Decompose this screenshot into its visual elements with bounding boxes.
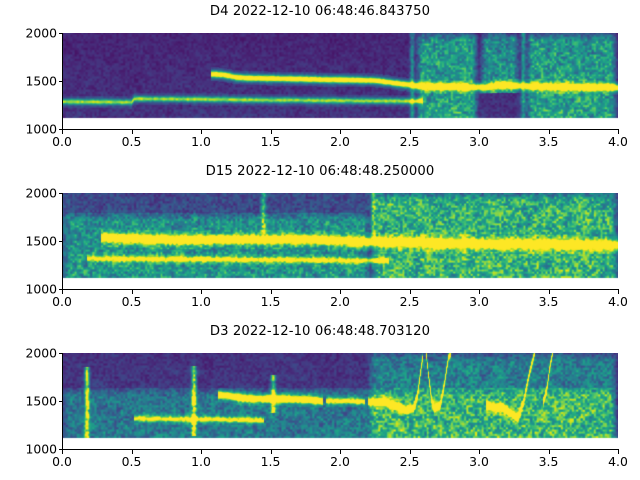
y-tick-label: 1500 xyxy=(25,233,57,249)
axes-area: 0.0 0.5 1.0 1.5 2.0 2.5 3.0 3.5 4.0 1000 1500 2000 xyxy=(25,186,627,310)
x-tick-label: 2.0 xyxy=(330,454,350,469)
x-tick xyxy=(131,130,133,134)
axes-area: 0.0 0.5 1.0 1.5 2.0 2.5 3.0 3.5 4.0 1000 1500 2000 xyxy=(25,26,627,150)
x-tick-label: 1.5 xyxy=(260,134,281,149)
x-tick xyxy=(62,290,63,294)
x-tick-label: 4.0 xyxy=(608,294,628,309)
x-tick-label: 0.5 xyxy=(121,134,142,149)
spectrogram-image xyxy=(62,33,618,125)
x-tick-label: 3.0 xyxy=(469,134,489,149)
x-tick xyxy=(201,130,202,134)
y-tick-label: 1000 xyxy=(25,281,57,297)
y-tick xyxy=(58,241,62,242)
x-tick xyxy=(340,450,341,454)
spectrogram-image xyxy=(62,193,618,285)
x-tick-label: 3.0 xyxy=(469,454,489,469)
x-tick xyxy=(131,290,133,294)
x-tick-label: 4.0 xyxy=(608,454,628,469)
x-tick xyxy=(270,290,272,294)
y-tick-label: 1000 xyxy=(25,121,57,137)
x-tick-label: 1.0 xyxy=(191,454,211,469)
y-tick-label: 2000 xyxy=(25,345,57,361)
x-axis-line xyxy=(62,129,619,130)
panel-title: D4 2022-12-10 06:48:46.843750 xyxy=(209,4,431,19)
x-tick xyxy=(479,290,480,294)
y-tick-label: 2000 xyxy=(25,25,57,41)
x-tick xyxy=(548,130,550,134)
spectrogram-panel: D3 2022-12-10 06:48:48.703120 0.0 0.5 1.0 1… xyxy=(0,320,640,480)
x-tick-label: 3.5 xyxy=(538,294,559,309)
spectrogram-canvas xyxy=(62,33,618,125)
x-tick xyxy=(479,130,480,134)
x-tick xyxy=(618,290,619,294)
y-tick xyxy=(58,449,62,450)
y-tick-label: 1500 xyxy=(25,73,57,89)
x-tick xyxy=(548,450,550,454)
y-tick xyxy=(58,353,62,354)
x-tick-label: 2.5 xyxy=(399,454,420,469)
x-tick-label: 2.5 xyxy=(399,294,420,309)
x-tick xyxy=(131,450,133,454)
x-tick xyxy=(340,130,341,134)
x-tick-label: 3.5 xyxy=(538,454,559,469)
x-axis-line xyxy=(62,449,619,450)
x-tick-label: 0.5 xyxy=(121,294,142,309)
y-tick-label: 1500 xyxy=(25,393,57,409)
x-tick-label: 1.0 xyxy=(191,134,211,149)
x-tick-label: 0.0 xyxy=(52,294,72,309)
x-tick xyxy=(409,290,411,294)
y-axis-line xyxy=(62,33,63,130)
y-tick xyxy=(58,81,62,82)
x-tick-label: 0.0 xyxy=(52,134,72,149)
axes-area: 0.0 0.5 1.0 1.5 2.0 2.5 3.0 3.5 4.0 1000 1500 2000 xyxy=(25,346,627,470)
y-tick xyxy=(58,289,62,290)
x-tick xyxy=(270,450,272,454)
spectrogram-canvas xyxy=(62,353,618,445)
spectrogram-image xyxy=(62,353,618,445)
x-tick xyxy=(409,130,411,134)
x-tick xyxy=(618,130,619,134)
x-tick xyxy=(548,290,550,294)
y-tick xyxy=(58,401,62,402)
x-tick-label: 1.0 xyxy=(191,294,211,309)
panel-title: D3 2022-12-10 06:48:48.703120 xyxy=(209,324,431,339)
y-tick xyxy=(58,193,62,194)
spectrogram-canvas xyxy=(62,193,618,285)
x-tick-label: 3.5 xyxy=(538,134,559,149)
x-tick xyxy=(62,450,63,454)
x-tick xyxy=(618,450,619,454)
x-tick-label: 0.5 xyxy=(121,454,142,469)
panel-title: D15 2022-12-10 06:48:48.250000 xyxy=(205,164,435,179)
x-tick xyxy=(201,290,202,294)
y-tick xyxy=(58,33,62,34)
x-tick-label: 3.0 xyxy=(469,294,489,309)
x-tick xyxy=(479,450,480,454)
y-tick-label: 2000 xyxy=(25,185,57,201)
x-tick-label: 1.5 xyxy=(260,454,281,469)
x-tick xyxy=(270,130,272,134)
x-axis-line xyxy=(62,289,619,290)
spectrogram-panel: D4 2022-12-10 06:48:46.843750 0.0 0.5 1.0 1… xyxy=(0,0,640,160)
x-tick-label: 2.0 xyxy=(330,134,350,149)
x-tick xyxy=(201,450,202,454)
x-tick xyxy=(62,130,63,134)
x-tick-label: 0.0 xyxy=(52,454,72,469)
x-tick xyxy=(409,450,411,454)
y-axis-line xyxy=(62,193,63,290)
spectrogram-panel: D15 2022-12-10 06:48:48.250000 0.0 0.5 1.0… xyxy=(0,160,640,320)
x-tick-label: 2.5 xyxy=(399,134,420,149)
x-tick-label: 4.0 xyxy=(608,134,628,149)
y-tick-label: 1000 xyxy=(25,441,57,457)
x-tick-label: 1.5 xyxy=(260,294,281,309)
y-tick xyxy=(58,129,62,130)
y-axis-line xyxy=(62,353,63,450)
x-tick xyxy=(340,290,341,294)
x-tick-label: 2.0 xyxy=(330,294,350,309)
